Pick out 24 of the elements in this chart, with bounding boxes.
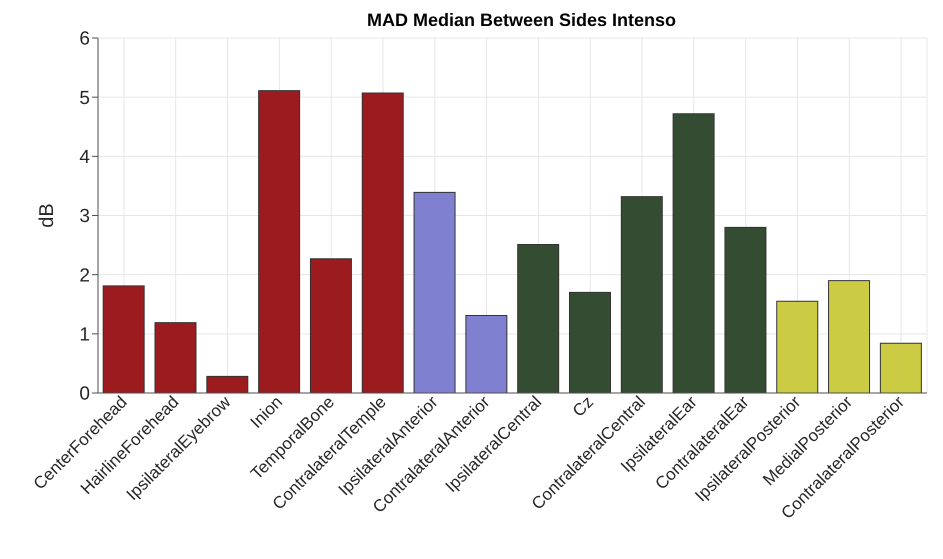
bar	[568, 292, 611, 393]
bar	[776, 300, 818, 393]
bar	[414, 192, 456, 393]
y-tick-label: 5	[79, 88, 90, 109]
bar	[258, 90, 300, 393]
y-axis-title: dB	[36, 203, 58, 228]
y-tick-label: 1	[79, 324, 90, 346]
y-tick-label: 2	[79, 265, 90, 286]
y-tick-label: 4	[79, 147, 90, 168]
bar	[310, 258, 352, 393]
bar	[724, 226, 766, 393]
bar	[154, 322, 196, 393]
chart-title: MAD Median Between Sides Intenso	[366, 10, 676, 30]
bar	[880, 342, 922, 393]
bar	[465, 314, 508, 393]
y-tick-label: 6	[79, 28, 90, 50]
bar	[362, 92, 404, 393]
bar	[102, 285, 145, 393]
bar	[517, 244, 560, 393]
bar	[620, 196, 663, 393]
bar	[828, 280, 870, 393]
y-tick-label: 3	[79, 206, 90, 228]
bar	[206, 376, 248, 393]
bar	[672, 113, 715, 393]
